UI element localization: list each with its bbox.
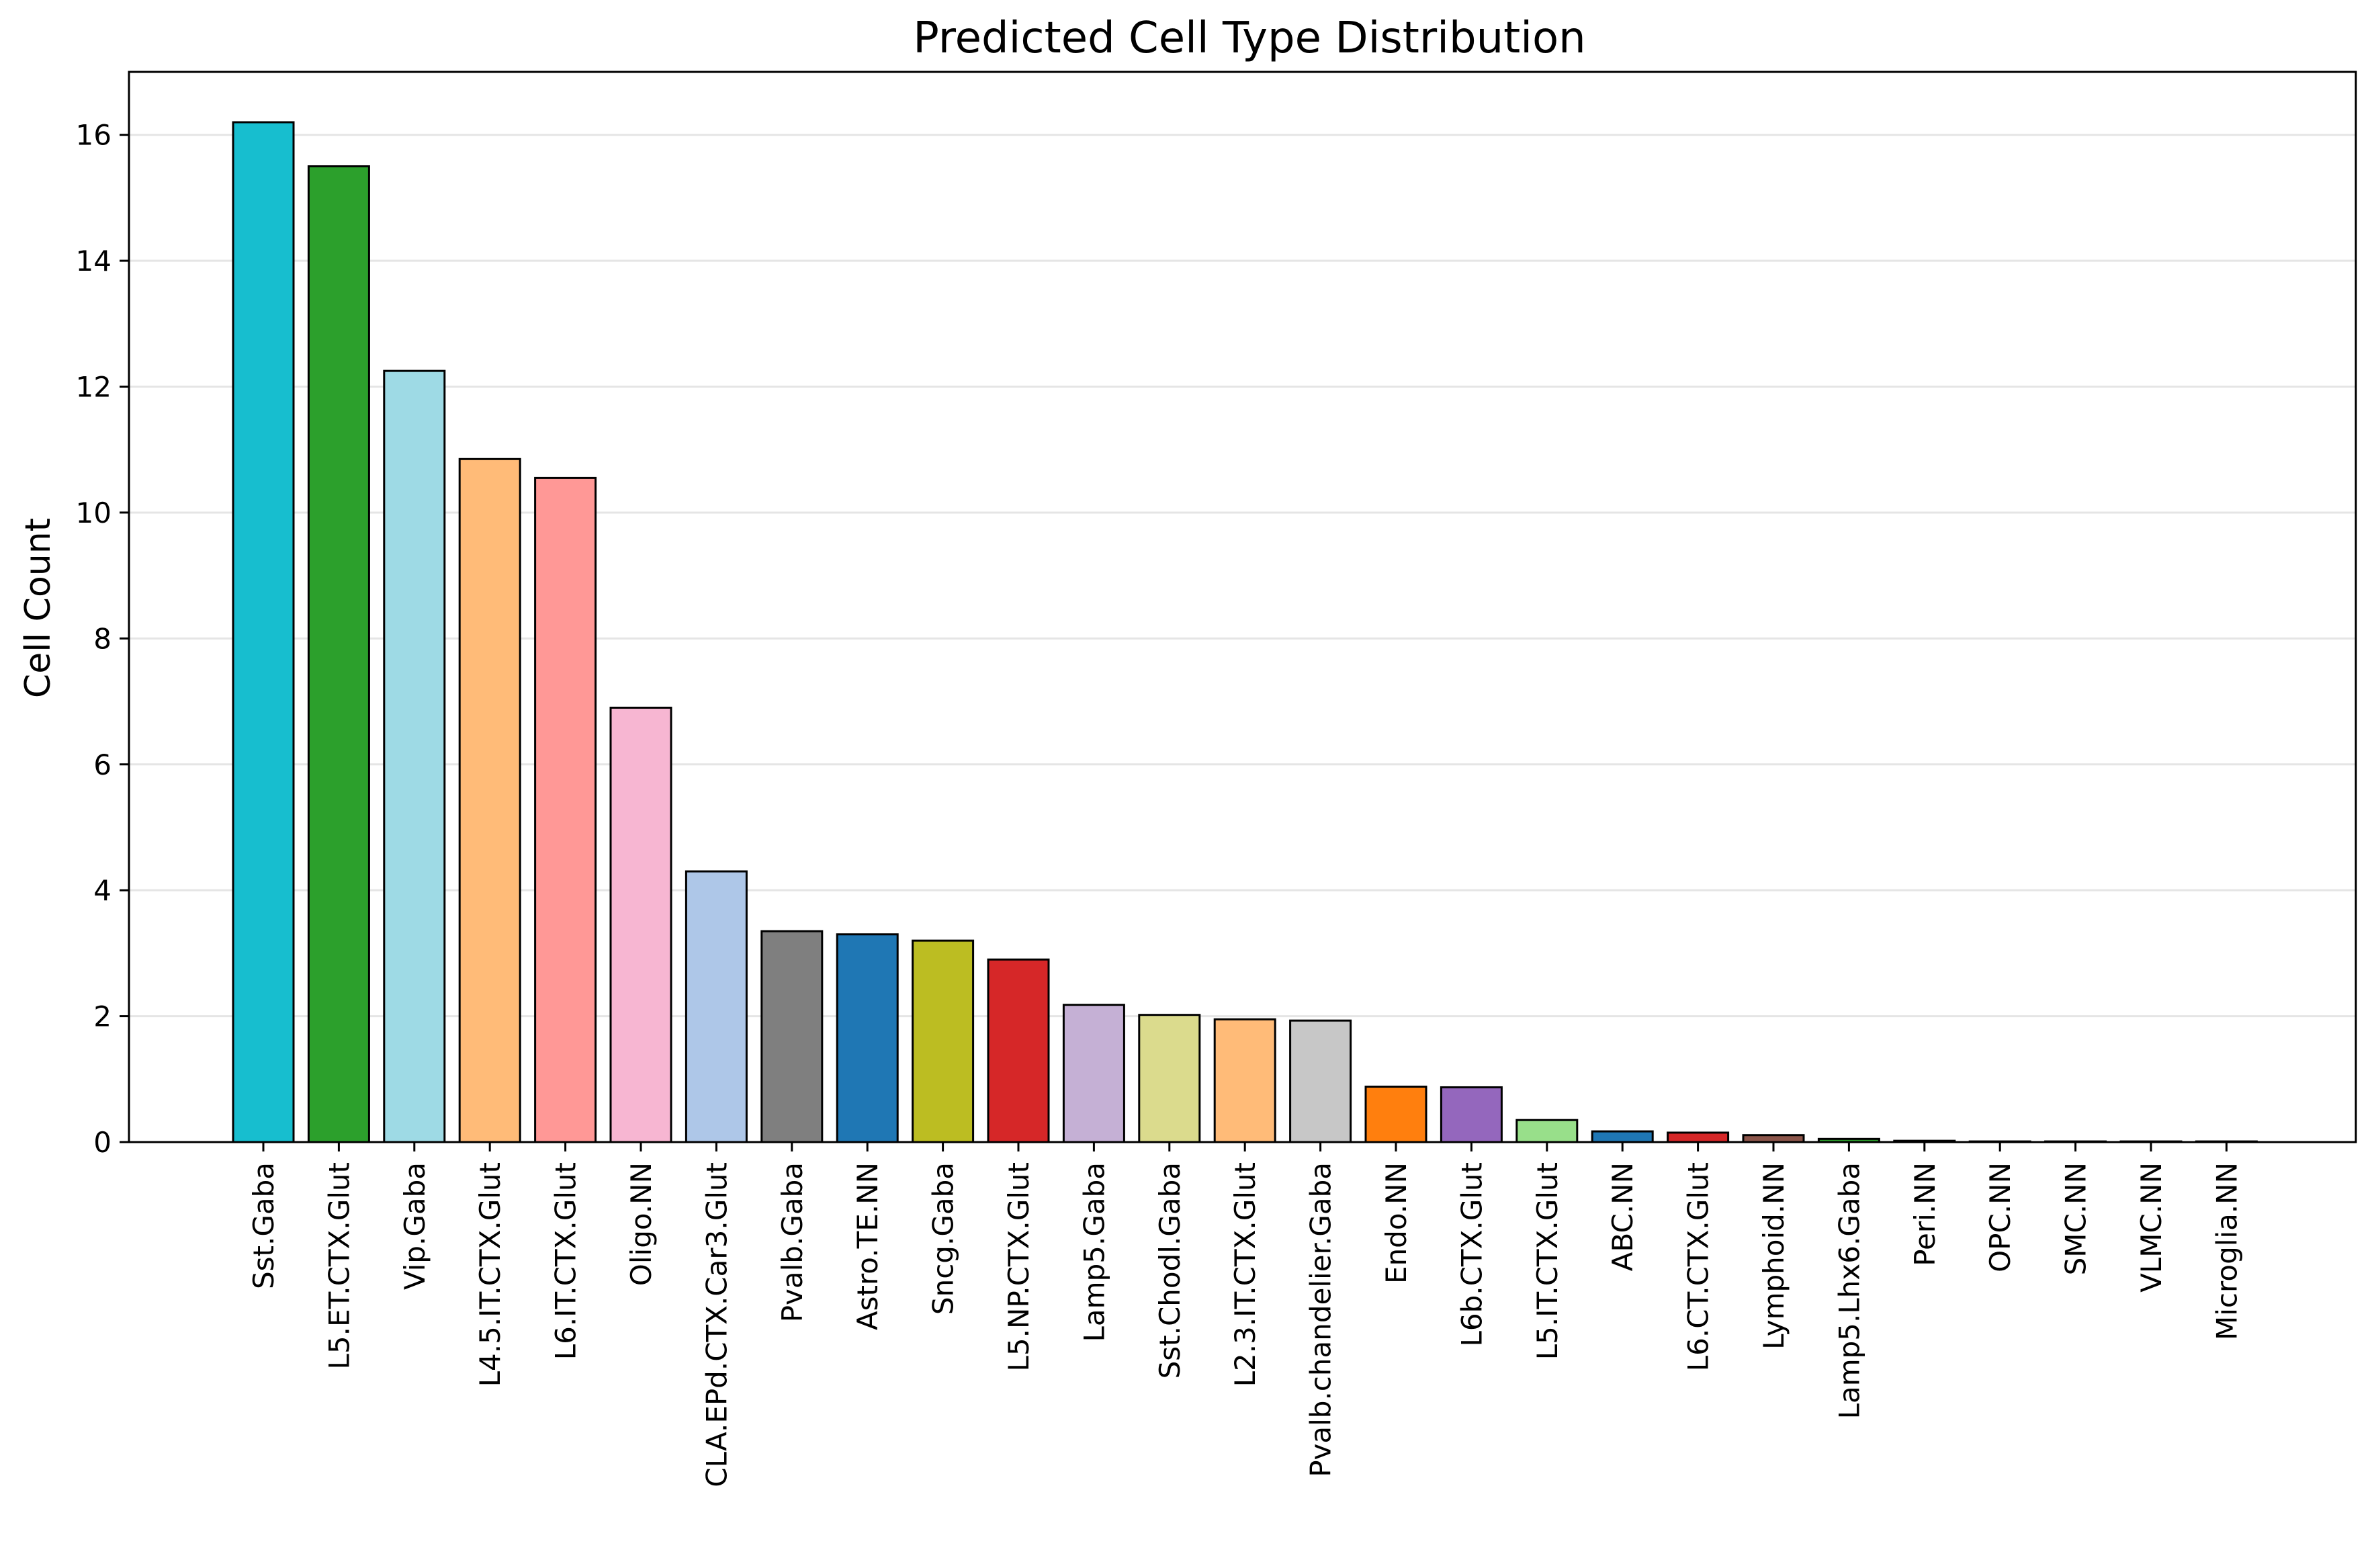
x-tick-label: L5.IT.CTX.Glut — [1531, 1162, 1564, 1360]
bar-L4.5.IT.CTX.Glut — [458, 458, 521, 1143]
x-tick-label: VLMC.NN — [2135, 1162, 2168, 1293]
plot-frame — [128, 71, 2357, 1143]
x-tick-label: Lymphoid.NN — [1757, 1162, 1790, 1350]
x-tick-label: L2.3.IT.CTX.Glut — [1229, 1162, 1262, 1387]
bar-L5.ET.CTX.Glut — [307, 165, 370, 1143]
x-tick-label: CLA.EPd.CTX.Car3.Glut — [700, 1162, 733, 1487]
x-tick-label: L5.ET.CTX.Glut — [322, 1162, 355, 1369]
bar-Sncg.Gaba — [912, 939, 975, 1143]
y-tick-label: 4 — [93, 874, 112, 907]
x-tick-label: Endo.NN — [1380, 1162, 1413, 1284]
x-tick-label: Oligo.NN — [625, 1162, 658, 1286]
bar-L6b.CTX.Glut — [1440, 1086, 1503, 1143]
y-axis-label: Cell Count — [18, 518, 58, 698]
bar-L6.CT.CTX.Glut — [1667, 1131, 1730, 1143]
y-tick-label: 8 — [93, 622, 112, 655]
y-tick-label: 0 — [93, 1126, 112, 1159]
bar-L6.IT.CTX.Glut — [534, 476, 597, 1143]
bar-ABC.NN — [1591, 1130, 1654, 1143]
bar-L2.3.IT.CTX.Glut — [1213, 1018, 1276, 1143]
x-tick-label: Peri.NN — [1908, 1162, 1941, 1266]
bar-Oligo.NN — [609, 706, 672, 1143]
bar-Vip.Gaba — [383, 369, 446, 1143]
bar-Sst.Gaba — [232, 121, 295, 1143]
x-tick-label: SMC.NN — [2060, 1162, 2093, 1275]
x-tick-label: Lamp5.Lhx6.Gaba — [1833, 1162, 1865, 1419]
y-tick-label: 10 — [76, 496, 112, 529]
x-tick-label: L6b.CTX.Glut — [1455, 1162, 1488, 1347]
x-tick-label: Pvalb.Gaba — [776, 1162, 809, 1322]
y-axis-ticks: 0 2 4 6 8 10 12 14 16 — [76, 119, 129, 1159]
x-tick-label: Sst.Gaba — [247, 1162, 280, 1289]
x-tick-label: ABC.NN — [1606, 1162, 1639, 1271]
bars — [232, 121, 2258, 1143]
x-tick-label: OPC.NN — [1984, 1162, 2017, 1272]
x-tick-label: L4.5.IT.CTX.Glut — [474, 1162, 507, 1387]
bar-Lamp5.Gaba — [1062, 1004, 1125, 1143]
x-tick-label: Microglia.NN — [2210, 1162, 2243, 1340]
x-tick-label: Astro.TE.NN — [851, 1162, 884, 1330]
x-tick-label: Sst.Chodl.Gaba — [1153, 1162, 1186, 1379]
x-tick-label: Lamp5.Gaba — [1078, 1162, 1110, 1342]
chart-title: Predicted Cell Type Distribution — [913, 13, 1585, 63]
x-tick-label: Pvalb.chandelier.Gaba — [1305, 1162, 1337, 1477]
bar-CLA.EPd.CTX.Car3.Glut — [685, 870, 748, 1143]
x-tick-label: Vip.Gaba — [398, 1162, 431, 1290]
bar-Pvalb.Gaba — [760, 930, 824, 1143]
x-tick-label: L5.NP.CTX.Glut — [1002, 1162, 1035, 1371]
bar-Pvalb.chandelier.Gaba — [1289, 1019, 1352, 1143]
bar-L5.NP.CTX.Glut — [987, 958, 1050, 1143]
x-axis-ticks: Sst.Gaba L5.ET.CTX.Glut Vip.Gaba L4.5.IT.CT… — [247, 1142, 2243, 1487]
bar-Astro.TE.NN — [836, 933, 899, 1143]
y-tick-label: 12 — [76, 371, 112, 404]
x-tick-label: L6.IT.CTX.Glut — [549, 1162, 582, 1360]
y-tick-label: 2 — [93, 1000, 112, 1033]
bar-Endo.NN — [1364, 1086, 1427, 1143]
y-tick-label: 6 — [93, 748, 112, 781]
x-tick-label: Sncg.Gaba — [927, 1162, 960, 1315]
y-tick-label: 14 — [76, 245, 112, 277]
y-tick-label: 16 — [76, 119, 112, 152]
x-tick-label: L6.CT.CTX.Glut — [1682, 1162, 1715, 1371]
bar-Lymphoid.NN — [1742, 1134, 1805, 1143]
bar-Sst.Chodl.Gaba — [1138, 1014, 1201, 1143]
bar-L5.IT.CTX.Glut — [1515, 1119, 1579, 1143]
